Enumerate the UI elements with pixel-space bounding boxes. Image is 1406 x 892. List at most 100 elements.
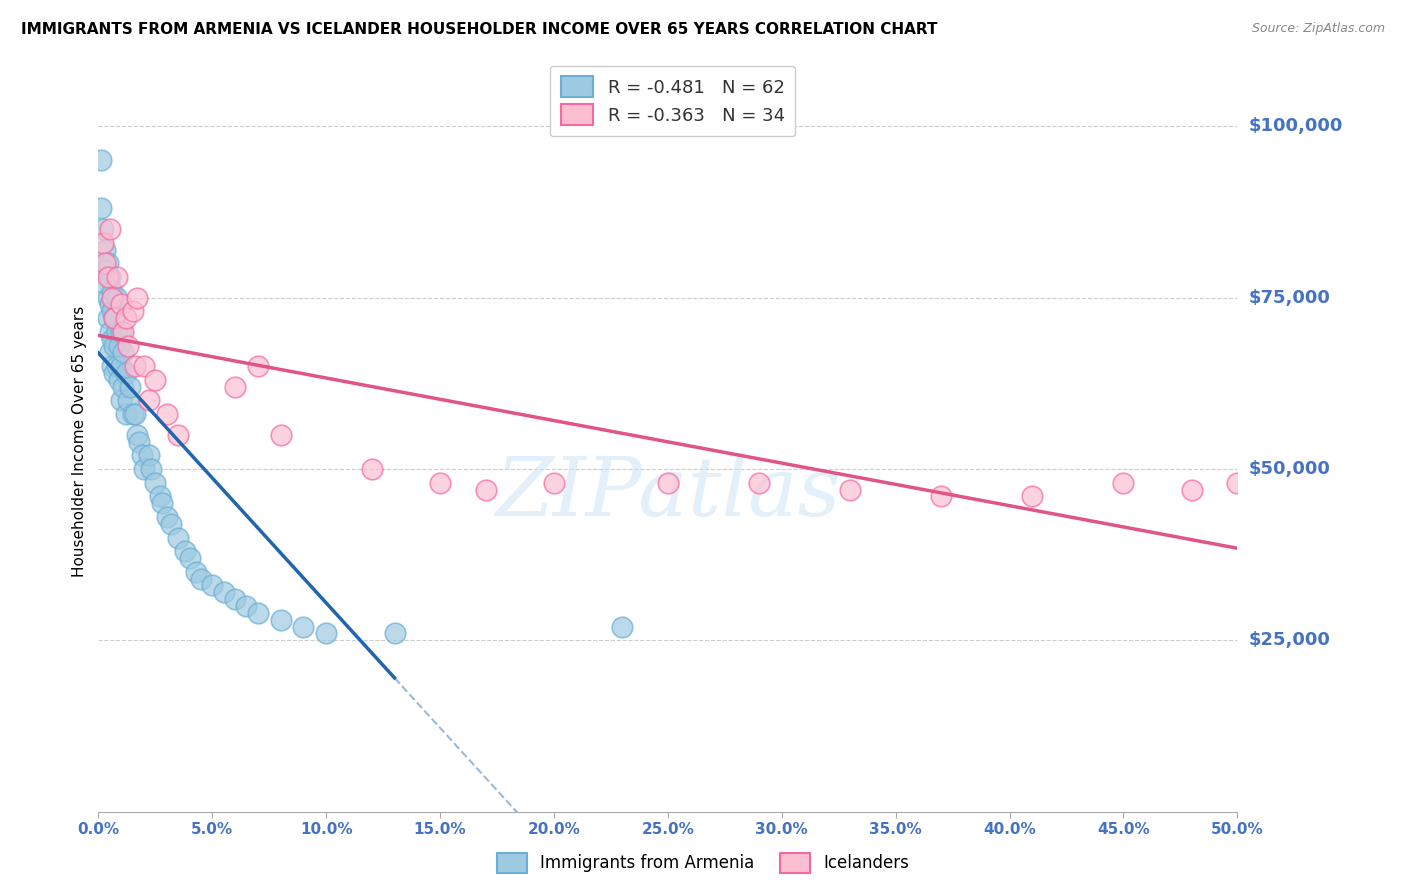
Point [1112,475,1135,490]
Point [270,613,292,627]
Point [94,277,117,291]
Point [105,325,128,339]
Legend: R = -0.481   N = 62, R = -0.363   N = 34: R = -0.481 N = 62, R = -0.363 N = 34 [550,66,796,136]
Point [110,297,132,311]
Text: ZIPatlas: ZIPatlas [495,453,841,533]
Point [110,325,132,339]
Point [108,338,131,352]
Point [360,462,382,476]
Point [103,311,125,326]
Point [120,380,142,394]
Point [98,325,121,339]
Point [98,222,121,236]
Point [235,599,257,613]
Point [112,380,135,394]
Point [201,578,224,592]
Point [543,475,565,490]
Point [384,626,406,640]
Point [121,407,143,421]
Point [270,427,292,442]
Point [128,434,150,449]
Point [132,462,155,476]
Point [150,496,173,510]
Point [179,551,201,566]
Point [839,483,862,497]
Point [94,263,117,277]
Point [91,222,114,236]
Point [110,359,132,373]
Point [101,291,124,305]
Point [114,407,136,421]
Point [112,325,135,339]
Point [224,592,246,607]
Point [101,359,124,373]
Point [91,235,114,250]
Point [90,202,112,216]
Point [96,291,118,305]
Point [105,291,128,305]
Point [474,483,496,497]
Point [101,332,124,346]
Point [212,585,235,599]
Point [1181,483,1204,497]
Point [145,373,167,387]
Text: IMMIGRANTS FROM ARMENIA VS ICELANDER HOUSEHOLDER INCOME OVER 65 YEARS CORRELATIO: IMMIGRANTS FROM ARMENIA VS ICELANDER HOU… [21,22,938,37]
Text: $100,000: $100,000 [1249,117,1343,136]
Text: $75,000: $75,000 [1249,289,1330,307]
Point [98,345,121,359]
Point [103,311,125,326]
Point [246,606,269,620]
Point [160,516,183,531]
Point [145,475,167,490]
Point [186,565,208,579]
Point [117,393,139,408]
Point [98,270,121,285]
Point [748,475,770,490]
Point [108,373,131,387]
Point [121,304,143,318]
Point [167,427,190,442]
Point [117,338,139,352]
Point [103,338,125,352]
Point [156,510,179,524]
Point [127,291,149,305]
Point [138,393,160,408]
Point [103,366,125,380]
Point [1021,489,1043,503]
Text: Source: ZipAtlas.com: Source: ZipAtlas.com [1251,22,1385,36]
Point [190,572,212,586]
Point [98,297,121,311]
Point [90,153,112,168]
Point [101,284,124,298]
Y-axis label: Householder Income Over 65 years: Householder Income Over 65 years [72,306,87,577]
Point [929,489,952,503]
Point [132,359,155,373]
Point [246,359,269,373]
Point [105,359,128,373]
Point [167,531,190,545]
Point [124,359,146,373]
Text: $50,000: $50,000 [1249,460,1330,478]
Point [149,489,172,503]
Point [612,619,634,633]
Point [96,256,118,270]
Point [1226,475,1249,490]
Point [429,475,451,490]
Point [96,270,118,285]
Point [105,270,128,285]
Point [139,462,162,476]
Point [94,243,117,257]
Point [131,448,153,462]
Text: $25,000: $25,000 [1249,632,1330,649]
Point [292,619,315,633]
Point [112,345,135,359]
Point [657,475,679,490]
Point [94,256,117,270]
Point [156,407,179,421]
Point [174,544,197,558]
Point [114,311,136,326]
Point [315,626,337,640]
Legend: Immigrants from Armenia, Icelanders: Immigrants from Armenia, Icelanders [491,847,915,880]
Point [138,448,160,462]
Point [101,304,124,318]
